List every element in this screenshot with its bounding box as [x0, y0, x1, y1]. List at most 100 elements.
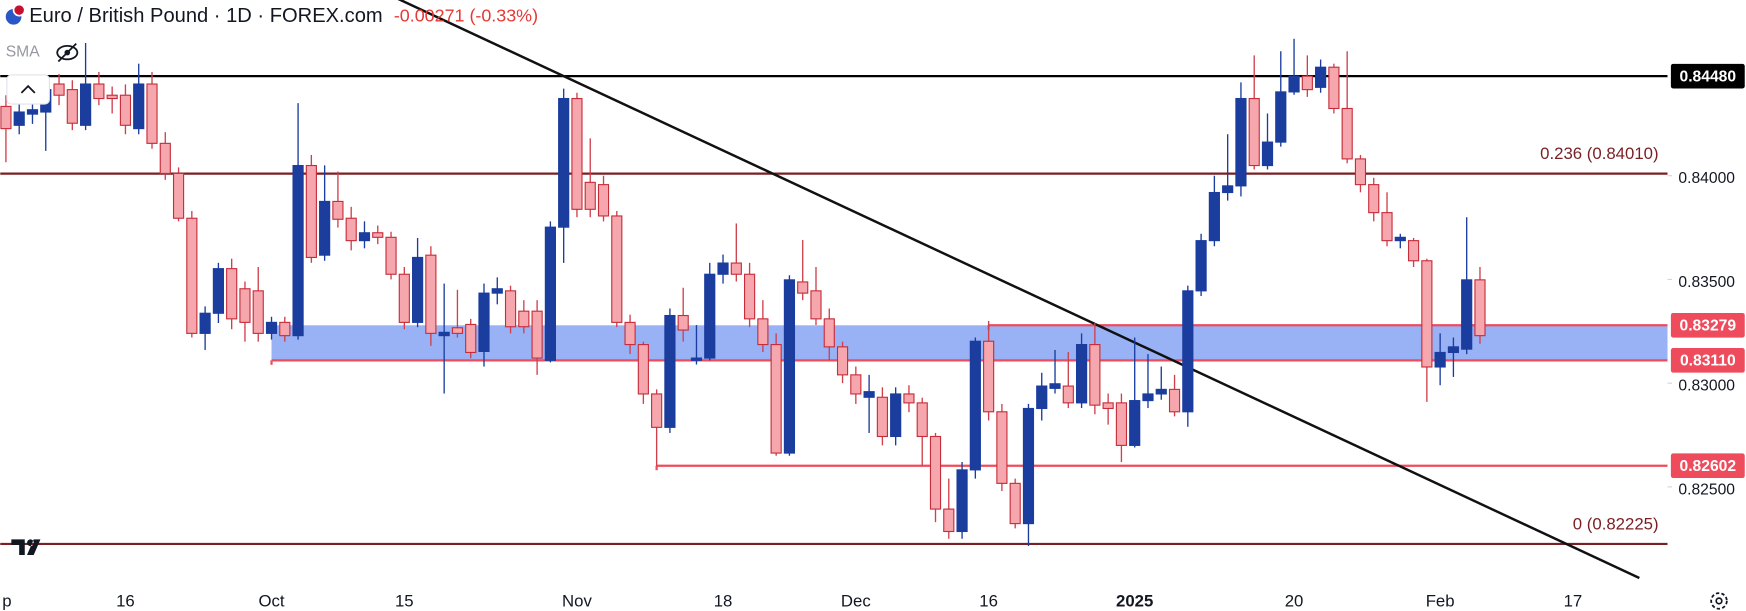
y-tick-label: 0.83000: [1678, 378, 1735, 395]
candle-body: [133, 83, 145, 130]
candle-body: [1208, 191, 1220, 242]
symbol-title[interactable]: Euro / British Pound · 1D · FOREX.com: [29, 5, 382, 27]
candle-body: [677, 314, 689, 331]
candle-body: [1195, 240, 1207, 292]
candle-body: [876, 396, 888, 438]
candle-body: [544, 226, 556, 361]
candle-body: [1341, 107, 1353, 160]
symbol-icon: [12, 3, 26, 17]
candle-body: [1009, 482, 1021, 525]
candle-body: [1354, 158, 1367, 186]
candle-body: [279, 321, 291, 337]
candle-body: [1407, 240, 1420, 262]
candle-body: [890, 393, 902, 438]
level-price-label: 0.84480: [1680, 68, 1737, 85]
candle-body: [438, 331, 450, 337]
candle-body: [531, 310, 543, 359]
candle-body: [53, 83, 65, 96]
level-annotation: 0.236 (0.84010): [1540, 144, 1658, 163]
plot-area: [0, 0, 1668, 580]
candle-body: [836, 346, 849, 376]
candle-body: [305, 164, 317, 259]
x-tick-label: Oct: [258, 591, 284, 610]
candle-body: [1248, 97, 1260, 167]
candle-body: [903, 393, 915, 404]
level-price-label: 0.82602: [1680, 458, 1737, 475]
candle-body: [611, 215, 623, 323]
candle-body: [690, 357, 703, 361]
candle-body: [770, 344, 782, 454]
candle-body: [345, 217, 357, 242]
candle-body: [412, 256, 424, 323]
candle-body: [1421, 260, 1433, 368]
candle-body: [1222, 185, 1234, 194]
candle-body: [146, 83, 158, 144]
candle-body: [943, 508, 955, 533]
y-tick-label: 0.83500: [1678, 274, 1735, 291]
level-annotation: 0 (0.82225): [1573, 514, 1659, 533]
collapse-button[interactable]: [6, 74, 50, 105]
trend-line-extension: [397, 0, 565, 78]
candle-body: [651, 393, 663, 428]
candle-body: [1182, 290, 1194, 413]
candle-body: [558, 97, 570, 228]
x-tick-label: Feb: [1426, 591, 1455, 610]
x-tick-label: 2025: [1116, 591, 1153, 610]
candle-body: [704, 273, 716, 359]
candle-body: [26, 109, 39, 115]
x-tick-label: 16: [116, 591, 135, 610]
candle-body: [358, 232, 371, 242]
candle-body: [398, 273, 410, 323]
candle-body: [186, 217, 198, 334]
indicator-name[interactable]: SMA: [6, 44, 40, 61]
level-price-box: [1670, 348, 1745, 373]
candle-body: [332, 200, 344, 220]
candle-body: [1168, 388, 1181, 413]
candle-body: [1328, 66, 1340, 110]
price-axis: 0.84000 0.83500 0.83000 0.82500 0.84480 0.832…: [1667, 63, 1745, 498]
x-tick-label: p: [2, 591, 11, 610]
x-tick-label: 17: [1564, 591, 1583, 610]
candle-body: [730, 262, 742, 275]
candle-body: [265, 321, 278, 334]
candle-body: [664, 314, 676, 428]
candle-body: [850, 374, 862, 395]
candle-body: [292, 164, 304, 337]
candle-body: [1288, 75, 1300, 93]
level-price-box: [1670, 63, 1745, 89]
candle-body: [1142, 393, 1154, 402]
x-tick-label: Nov: [562, 591, 592, 610]
visibility-toggle[interactable]: [56, 43, 79, 63]
x-tick-label: Dec: [841, 591, 871, 610]
candle-body: [172, 172, 185, 219]
candle-body: [1102, 402, 1114, 410]
candle-body: [1315, 66, 1327, 88]
candle-body: [1261, 141, 1274, 167]
candle-body: [743, 273, 756, 320]
candle-body: [518, 310, 530, 328]
candle-body: [1235, 97, 1247, 187]
level-price-box: [1670, 312, 1745, 338]
trend-line: [563, 75, 1640, 580]
settings-button[interactable]: [1710, 592, 1728, 610]
level-price-label: 0.83279: [1680, 318, 1737, 335]
candle-body: [465, 323, 477, 354]
candle-body: [212, 268, 224, 314]
candle-body: [956, 469, 968, 533]
x-tick-label: 18: [714, 591, 733, 610]
candle-body: [996, 411, 1008, 484]
x-tick-label: 15: [395, 591, 414, 610]
candle-body: [863, 391, 875, 398]
y-tick-label: 0.84000: [1678, 170, 1735, 187]
candle-body: [1022, 407, 1035, 525]
candle-body: [451, 327, 464, 334]
candle-body: [1089, 344, 1101, 406]
candle-body: [13, 111, 25, 126]
y-tick-label: 0.82500: [1678, 481, 1735, 498]
candle-body: [916, 402, 928, 438]
candle-body: [385, 236, 397, 275]
candle-body: [1474, 279, 1486, 337]
